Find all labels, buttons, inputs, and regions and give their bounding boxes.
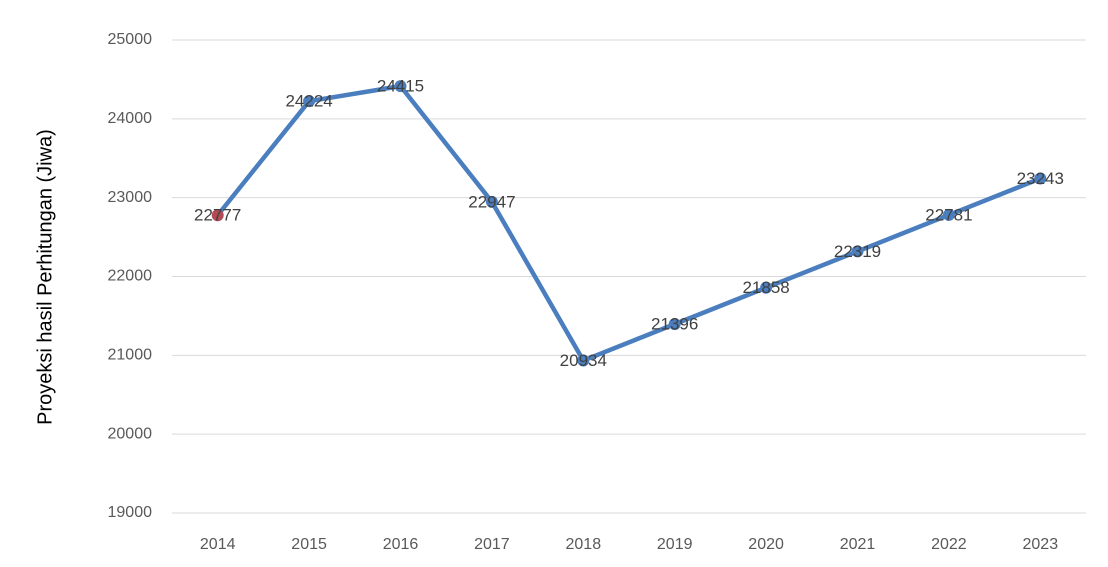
y-tick-label: 21000	[108, 347, 153, 364]
data-label: 24415	[377, 77, 424, 96]
y-tick-label: 23000	[108, 189, 153, 206]
data-label: 23243	[1017, 169, 1064, 188]
x-tick-label: 2020	[748, 536, 784, 553]
x-tick-label: 2014	[200, 536, 236, 553]
x-tick-label: 2019	[657, 536, 693, 553]
chart: Proyeksi hasil Perhitungan (Jiwa) 19000 2…	[0, 0, 1108, 567]
line	[218, 86, 1041, 360]
x-tick-label: 2021	[840, 536, 876, 553]
data-label: 22319	[834, 242, 881, 261]
x-tick-label: 2018	[566, 536, 602, 553]
y-tick-label: 20000	[108, 425, 153, 442]
data-label: 22777	[194, 206, 241, 225]
x-tick-label: 2017	[474, 536, 510, 553]
y-tick-label: 19000	[108, 504, 153, 521]
data-label: 20934	[560, 351, 607, 370]
y-tick-label: 24000	[108, 110, 153, 127]
x-tick-label: 2016	[383, 536, 419, 553]
y-tick-label: 25000	[108, 31, 153, 48]
data-label: 24224	[285, 92, 332, 111]
x-tick-label: 2023	[1023, 536, 1059, 553]
data-label: 21396	[651, 315, 698, 334]
data-label: 21858	[742, 278, 789, 297]
x-tick-label: 2022	[931, 536, 967, 553]
data-label: 22781	[925, 205, 972, 224]
y-tick-label: 22000	[108, 268, 153, 285]
y-axis-title: Proyeksi hasil Perhitungan (Jiwa)	[34, 129, 56, 425]
data-label: 22947	[468, 192, 515, 211]
x-tick-label: 2015	[291, 536, 327, 553]
